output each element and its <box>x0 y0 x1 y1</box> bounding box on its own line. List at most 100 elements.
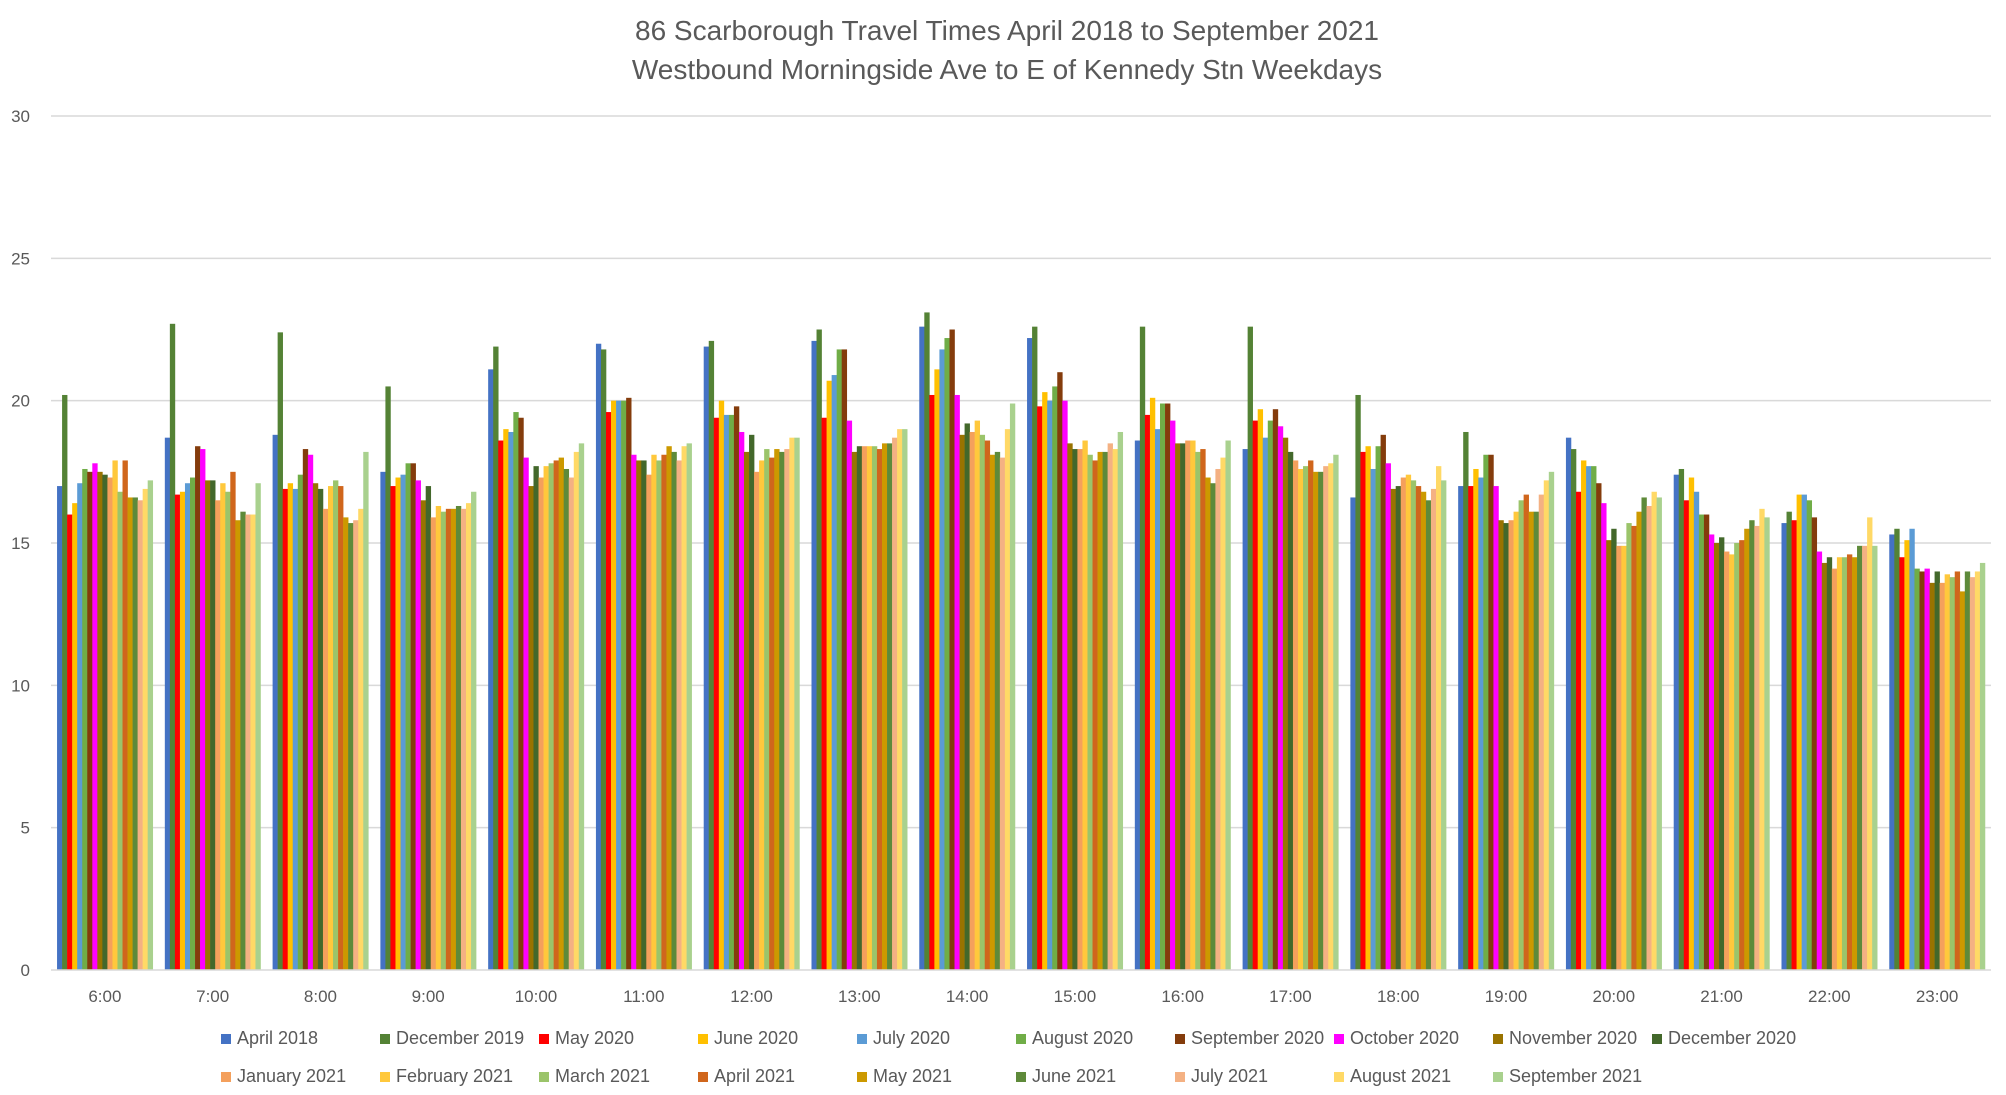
bar-20:00-july-2021 <box>1646 505 1652 970</box>
bar-6:00-december-2020 <box>102 474 108 970</box>
bar-7:00-june-2021 <box>240 511 246 970</box>
bar-19:00-august-2021 <box>1543 480 1550 970</box>
bar-12:00-july-2021 <box>784 449 790 970</box>
bar-10:00-october-2020 <box>523 457 529 971</box>
bar-16:00-december-2019 <box>1139 326 1146 970</box>
bar-9:00-august-2020 <box>405 463 411 970</box>
bar-14:00-may-2021 <box>989 454 996 971</box>
bar-10:00-april-2021 <box>553 460 559 970</box>
legend-label: September 2020 <box>1191 1028 1324 1048</box>
x-tick-label: 23:00 <box>1916 987 1959 1006</box>
x-tick-label: 8:00 <box>304 987 337 1006</box>
bar-8:00-may-2020 <box>282 488 289 970</box>
legend-swatch <box>221 1034 231 1044</box>
legend-label: December 2019 <box>396 1028 524 1048</box>
bar-8:00-august-2020 <box>297 474 304 970</box>
legend-label: December 2020 <box>1668 1028 1796 1048</box>
bar-16:00-january-2021 <box>1185 440 1191 970</box>
bar-14:00-august-2020 <box>944 338 950 970</box>
bar-18:00-march-2021 <box>1410 480 1417 970</box>
bar-7:00-april-2021 <box>230 471 236 970</box>
bar-9:00-september-2020 <box>410 463 416 970</box>
bar-20:00-april-2021 <box>1631 525 1637 970</box>
bar-23:00-december-2020 <box>1934 571 1940 970</box>
bar-12:00-august-2020 <box>728 414 735 970</box>
bar-13:00-august-2020 <box>836 349 843 971</box>
bar-9:00-april-2018 <box>380 471 386 970</box>
bar-9:00-october-2020 <box>415 480 421 970</box>
bar-14:00-november-2020 <box>959 434 965 970</box>
bar-21:00-december-2019 <box>1678 468 1685 970</box>
bar-20:00-june-2020 <box>1581 460 1587 970</box>
bar-12:00-may-2021 <box>774 449 780 970</box>
x-tick-label: 12:00 <box>730 987 773 1006</box>
legend-swatch <box>1175 1034 1185 1044</box>
bar-9:00-june-2020 <box>395 477 401 970</box>
bar-15:00-august-2020 <box>1052 386 1058 970</box>
bars <box>57 312 1986 971</box>
bar-6:00-september-2020 <box>87 471 93 970</box>
bar-18:00-november-2020 <box>1390 488 1397 970</box>
bar-9:00-december-2019 <box>385 386 391 970</box>
bar-17:00-may-2021 <box>1313 471 1319 970</box>
bar-9:00-february-2021 <box>435 505 442 970</box>
bar-18:00-october-2020 <box>1385 463 1391 970</box>
bar-22:00-december-2020 <box>1826 557 1833 970</box>
legend-item: May 2021 <box>857 1066 952 1086</box>
x-tick-label: 15:00 <box>1054 987 1097 1006</box>
bar-21:00-september-2020 <box>1703 514 1710 970</box>
bar-19:00-july-2020 <box>1478 477 1484 970</box>
bar-14:00-june-2020 <box>934 369 940 970</box>
bar-9:00-december-2020 <box>425 486 432 970</box>
legend: April 2018 December 2019 May 2020 June 2020… <box>221 1028 1796 1086</box>
legend-item: November 2020 <box>1493 1028 1637 1048</box>
bar-16:00-may-2021 <box>1205 477 1211 970</box>
bar-12:00-july-2020 <box>723 414 730 970</box>
bar-19:00-april-2021 <box>1523 494 1529 970</box>
bar-20:00-august-2020 <box>1591 466 1597 970</box>
bar-19:00-september-2021 <box>1548 471 1555 970</box>
legend-label: May 2021 <box>873 1066 952 1086</box>
bar-15:00-july-2020 <box>1047 400 1053 971</box>
bar-7:00-june-2020 <box>179 491 186 970</box>
bar-9:00-march-2021 <box>440 511 447 970</box>
bar-10:00-may-2020 <box>498 440 504 970</box>
legend-item: February 2021 <box>380 1066 513 1086</box>
bar-9:00-november-2020 <box>420 500 427 970</box>
bar-7:00-december-2020 <box>210 480 216 970</box>
legend-swatch <box>380 1072 390 1082</box>
bar-22:00-june-2021 <box>1857 545 1863 970</box>
legend-item: April 2021 <box>698 1066 795 1086</box>
bar-14:00-september-2021 <box>1009 403 1016 971</box>
bar-7:00-december-2019 <box>169 323 176 971</box>
bar-22:00-may-2020 <box>1791 520 1797 970</box>
legend-item: July 2020 <box>857 1028 950 1048</box>
bar-13:00-july-2021 <box>892 437 898 970</box>
bar-16:00-july-2020 <box>1154 429 1161 971</box>
x-tick-label: 10:00 <box>515 987 558 1006</box>
y-tick-label: 0 <box>21 961 30 980</box>
bar-23:00-september-2020 <box>1919 571 1925 970</box>
bar-13:00-june-2020 <box>826 380 832 970</box>
bar-22:00-october-2020 <box>1816 551 1823 970</box>
bar-22:00-march-2021 <box>1841 557 1848 970</box>
bar-11:00-october-2020 <box>631 454 637 971</box>
legend-swatch <box>1016 1034 1026 1044</box>
bar-6:00-may-2021 <box>127 497 133 970</box>
bar-6:00-august-2021 <box>142 488 148 970</box>
bar-9:00-april-2021 <box>445 508 452 970</box>
bar-19:00-december-2019 <box>1463 431 1469 971</box>
bar-12:00-october-2020 <box>738 431 745 971</box>
bar-23:00-april-2018 <box>1889 534 1895 970</box>
bar-12:00-august-2021 <box>789 437 795 970</box>
bar-19:00-june-2021 <box>1533 511 1540 970</box>
bar-19:00-april-2018 <box>1458 486 1464 970</box>
legend-swatch <box>1334 1034 1344 1044</box>
bar-17:00-august-2020 <box>1267 420 1274 970</box>
bar-10:00-december-2020 <box>533 466 539 970</box>
bar-17:00-september-2020 <box>1272 409 1279 970</box>
legend-label: March 2021 <box>555 1066 650 1086</box>
bar-23:00-april-2021 <box>1954 571 1961 970</box>
bar-10:00-november-2020 <box>528 486 534 970</box>
bar-16:00-june-2021 <box>1210 483 1216 970</box>
